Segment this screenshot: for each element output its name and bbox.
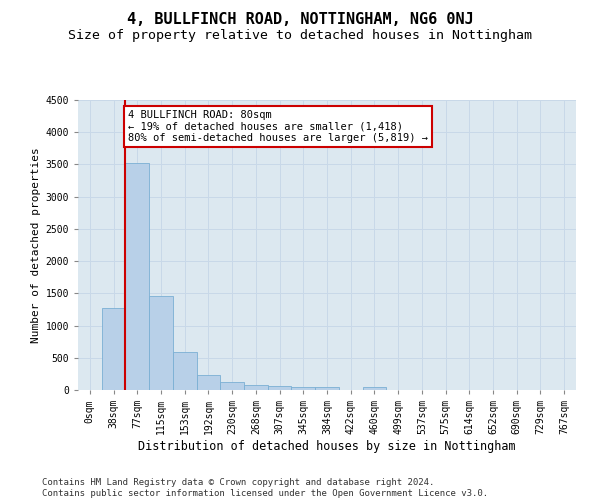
- Text: Contains HM Land Registry data © Crown copyright and database right 2024.
Contai: Contains HM Land Registry data © Crown c…: [42, 478, 488, 498]
- Bar: [149, 296, 173, 390]
- Bar: [292, 388, 315, 390]
- Bar: [173, 352, 197, 390]
- Bar: [220, 382, 244, 390]
- Text: Size of property relative to detached houses in Nottingham: Size of property relative to detached ho…: [68, 29, 532, 42]
- Text: 4, BULLFINCH ROAD, NOTTINGHAM, NG6 0NJ: 4, BULLFINCH ROAD, NOTTINGHAM, NG6 0NJ: [127, 12, 473, 28]
- Bar: [197, 375, 220, 390]
- Bar: [268, 386, 292, 390]
- Bar: [315, 387, 339, 390]
- Text: 4 BULLFINCH ROAD: 80sqm
← 19% of detached houses are smaller (1,418)
80% of semi: 4 BULLFINCH ROAD: 80sqm ← 19% of detache…: [128, 110, 428, 143]
- X-axis label: Distribution of detached houses by size in Nottingham: Distribution of detached houses by size …: [138, 440, 516, 453]
- Bar: [362, 388, 386, 390]
- Y-axis label: Number of detached properties: Number of detached properties: [31, 147, 41, 343]
- Bar: [125, 162, 149, 390]
- Bar: [102, 308, 125, 390]
- Bar: [244, 385, 268, 390]
